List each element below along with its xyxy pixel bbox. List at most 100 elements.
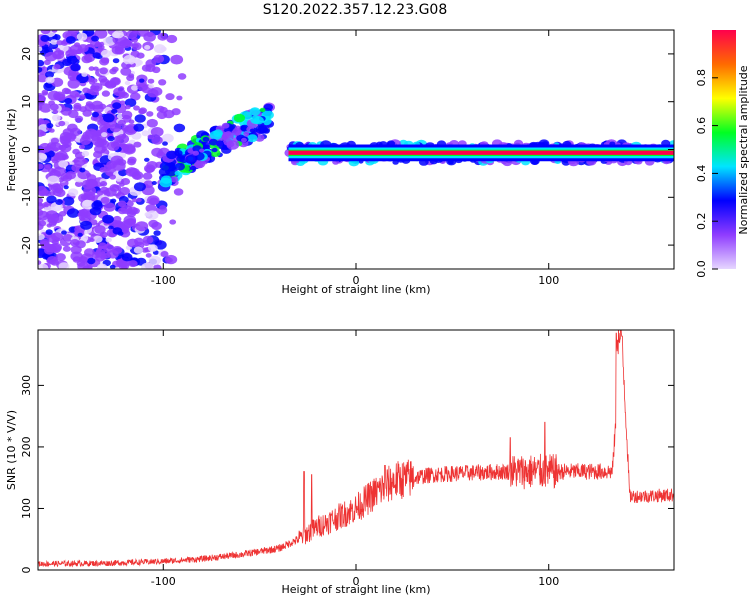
trace-dot-1103	[168, 162, 176, 168]
noise-dot-784	[39, 142, 51, 152]
noise-dot-881	[38, 263, 49, 269]
noise-dot-778	[66, 55, 78, 65]
trace-dot-1156	[159, 177, 173, 188]
noise-dot-317	[45, 229, 53, 235]
noise-dot-895	[126, 63, 132, 68]
noise-dot-654	[38, 46, 43, 52]
colorbar-label: Normalized spectral amplitude	[737, 65, 750, 234]
noise-dot-742	[68, 109, 79, 119]
colorbar-tick-label: 0.6	[695, 117, 708, 135]
noise-dot-800	[69, 90, 80, 99]
noise-dot-849	[159, 205, 167, 211]
colorbar-tick-label: 0.0	[695, 260, 708, 278]
spectrogram-x-tick-label: -100	[151, 274, 176, 287]
noise-dot-786	[87, 179, 99, 188]
figure-title: S120.2022.357.12.23.G08	[263, 2, 448, 18]
noise-dot-481	[45, 71, 54, 79]
noise-dot-820	[50, 137, 60, 145]
noise-dot-805	[147, 195, 160, 206]
trace-dot-1113	[208, 138, 218, 146]
trace-dot-1091	[159, 162, 171, 171]
noise-dot-114	[52, 34, 61, 41]
spectrogram-marks	[38, 30, 674, 269]
trace-dot-1129	[226, 140, 240, 150]
noise-dot-879	[164, 254, 178, 265]
noise-dot-898	[91, 201, 103, 210]
noise-dot-759	[111, 66, 119, 73]
snr-x-tick-label: 0	[353, 575, 360, 588]
noise-dot-808	[94, 140, 105, 148]
noise-dot-812	[44, 51, 58, 62]
noise-dot-679	[152, 66, 161, 74]
snr-panel: -100 0 100 0 100 200 300 Height of straight li…	[5, 329, 675, 596]
noise-dot-668	[96, 263, 108, 269]
noise-dot-672	[131, 37, 139, 43]
trace-dot-1155	[213, 129, 224, 137]
snr-x-axis-label: Height of straight line (km)	[281, 583, 430, 596]
noise-dot-807	[55, 150, 68, 161]
spectrogram-x-tick-label: 100	[538, 274, 559, 287]
noise-dot-806	[109, 174, 116, 180]
noise-dot-882	[117, 207, 127, 215]
spectrogram-y-tick-label: 0	[20, 146, 33, 153]
noise-dot-386	[45, 164, 52, 169]
noise-dot-836	[52, 109, 59, 114]
trace-dot-1138	[190, 165, 197, 171]
noise-dot-237	[81, 150, 90, 157]
noise-dot-870	[80, 220, 93, 230]
noise-dot-825	[138, 107, 147, 114]
noise-dot-828	[113, 30, 124, 39]
spectrogram-y-tick-label: 10	[20, 95, 33, 109]
noise-dot-894	[74, 42, 81, 48]
noise-dot-799	[176, 95, 183, 101]
noise-dot-423	[160, 251, 169, 258]
noise-dot-817	[40, 34, 50, 42]
noise-dot-416	[67, 188, 79, 197]
noise-dot-571	[151, 147, 164, 157]
noise-dot-862	[109, 264, 116, 269]
noise-dot-756	[70, 63, 81, 72]
noise-dot-735	[113, 215, 122, 223]
noise-dot-816	[65, 171, 77, 180]
noise-dot-710	[77, 232, 83, 237]
noise-dot-875	[156, 111, 168, 120]
noise-dot-853	[131, 85, 139, 91]
trace-dot-1130	[211, 147, 218, 153]
noise-dot-393	[162, 141, 168, 146]
noise-dot-174	[87, 257, 96, 265]
noise-dot-873	[137, 83, 148, 92]
noise-dot-702	[152, 264, 162, 269]
noise-dot-773	[122, 226, 129, 232]
noise-dot-616	[51, 168, 57, 173]
trace-dot-1158	[235, 125, 241, 130]
noise-dot-818	[145, 253, 152, 258]
trace-dot-1114	[255, 125, 268, 134]
noise-dot-877	[94, 225, 106, 234]
noise-dot-843	[109, 77, 121, 86]
noise-dot-407	[165, 93, 175, 101]
noise-dot-73	[166, 34, 178, 44]
noise-dot-651	[147, 88, 159, 98]
noise-dot-766	[121, 110, 133, 120]
noise-dot-524	[58, 177, 65, 183]
noise-dot-632	[127, 238, 139, 248]
trace-dot-1159	[259, 107, 266, 113]
noise-dot-835	[99, 57, 110, 66]
noise-dot-730	[148, 244, 158, 252]
noise-dot-546	[49, 142, 62, 151]
noise-dot-490	[144, 45, 151, 50]
trace-dot-1157	[176, 155, 185, 162]
noise-dot-791	[53, 64, 61, 70]
trace-dot-1105	[247, 134, 258, 143]
noise-dot-564	[151, 135, 163, 145]
noise-dot-788	[116, 134, 130, 144]
noise-dot-787	[51, 158, 59, 164]
spectrogram-y-tick-label: -20	[20, 236, 33, 254]
noise-dot-351	[130, 92, 141, 101]
noise-dot-707	[47, 175, 60, 185]
noise-dot-529	[50, 39, 58, 45]
noise-dot-779	[39, 153, 47, 160]
trace-dot-1117	[263, 103, 273, 111]
noise-dot-744	[98, 242, 107, 250]
noise-dot-537	[99, 167, 107, 173]
